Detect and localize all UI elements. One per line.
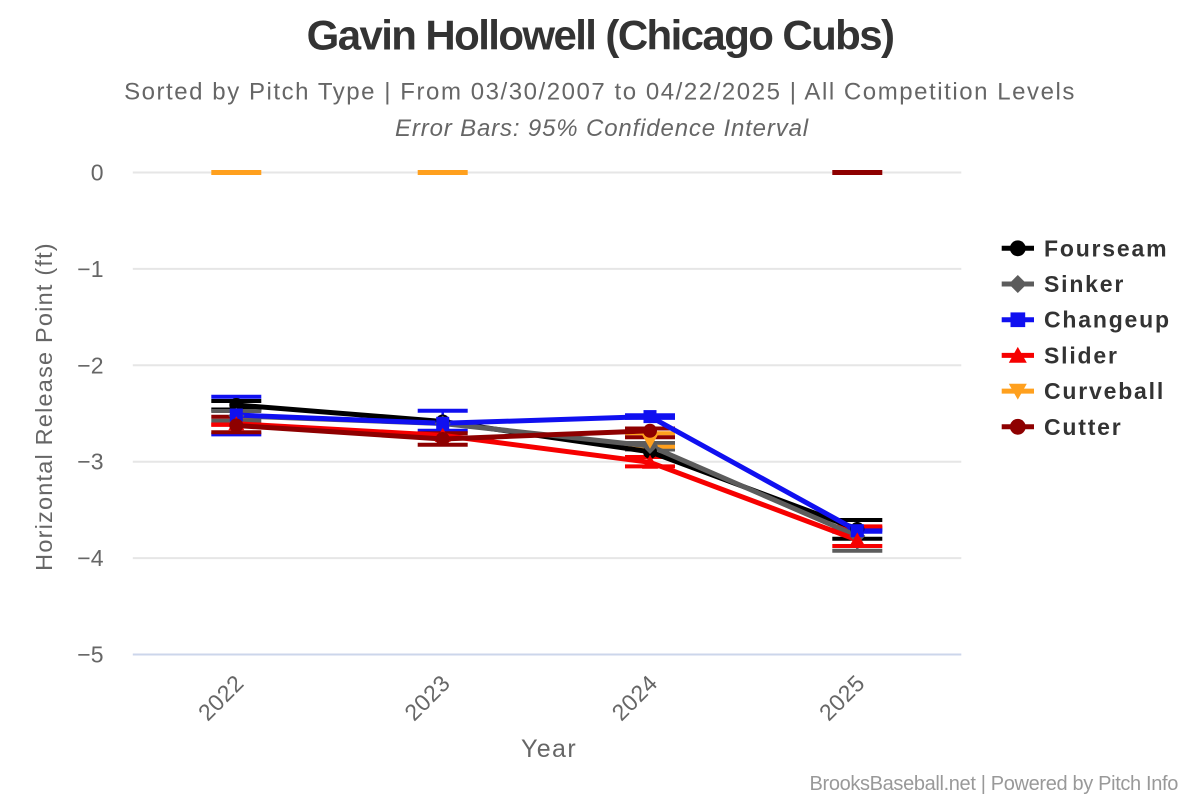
svg-text:Curveball: Curveball [1044, 378, 1165, 404]
svg-text:−3: −3 [77, 449, 103, 475]
svg-text:Cutter: Cutter [1044, 414, 1123, 440]
svg-text:Sorted by Pitch Type | From 03: Sorted by Pitch Type | From 03/30/2007 t… [124, 79, 1076, 106]
svg-text:−4: −4 [77, 545, 103, 571]
svg-text:Fourseam: Fourseam [1044, 235, 1168, 261]
svg-text:Slider: Slider [1044, 342, 1119, 368]
svg-text:Horizontal Release Point (ft): Horizontal Release Point (ft) [31, 242, 57, 571]
svg-text:−2: −2 [77, 352, 103, 378]
svg-text:BrooksBaseball.net | Powered b: BrooksBaseball.net | Powered by Pitch In… [810, 773, 1179, 795]
svg-text:Error Bars: 95% Confidence Int: Error Bars: 95% Confidence Interval [395, 115, 809, 142]
svg-text:Year: Year [521, 735, 577, 763]
svg-text:Changeup: Changeup [1044, 307, 1171, 333]
svg-text:Sinker: Sinker [1044, 271, 1125, 297]
svg-text:−5: −5 [77, 642, 103, 668]
svg-text:Gavin Hollowell (Chicago Cubs): Gavin Hollowell (Chicago Cubs) [307, 12, 894, 59]
svg-text:−1: −1 [77, 256, 103, 282]
svg-text:0: 0 [91, 160, 104, 186]
